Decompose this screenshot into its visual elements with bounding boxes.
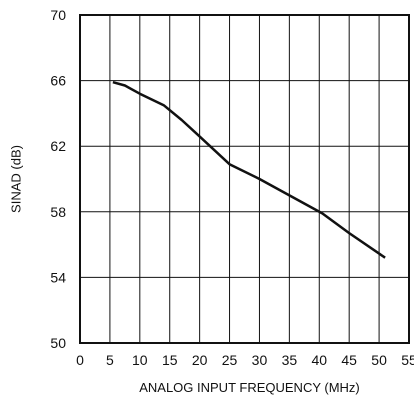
series-line: [112, 80, 386, 259]
y-tick-label: 58: [50, 204, 66, 220]
y-tick-label: 70: [50, 7, 66, 23]
x-tick-label: 15: [162, 352, 178, 368]
x-tick-label: 55: [401, 352, 414, 368]
x-tick-label: 10: [132, 352, 148, 368]
x-tick-label: 35: [282, 352, 298, 368]
x-tick-label: 40: [311, 352, 327, 368]
y-axis-label: SINAD (dB): [8, 145, 23, 213]
x-tick-labels: 0 5 10 15 20 25 30 35 40 45 50 55: [76, 352, 414, 368]
x-tick-label: 0: [76, 352, 84, 368]
grid-lines: [80, 15, 409, 343]
y-tick-label: 54: [50, 269, 66, 285]
x-tick-label: 45: [341, 352, 357, 368]
x-tick-label: 5: [106, 352, 114, 368]
x-tick-label: 20: [192, 352, 208, 368]
y-tick-label: 50: [50, 335, 66, 351]
x-tick-label: 50: [371, 352, 387, 368]
y-tick-label: 66: [50, 73, 66, 89]
x-tick-label: 25: [222, 352, 238, 368]
plot-frame: [79, 14, 410, 344]
y-tick-label: 62: [50, 138, 66, 154]
x-tick-label: 30: [252, 352, 268, 368]
y-tick-labels: 50 54 58 62 66 70: [50, 7, 66, 351]
x-axis-label: ANALOG INPUT FREQUENCY (MHz): [139, 380, 360, 395]
